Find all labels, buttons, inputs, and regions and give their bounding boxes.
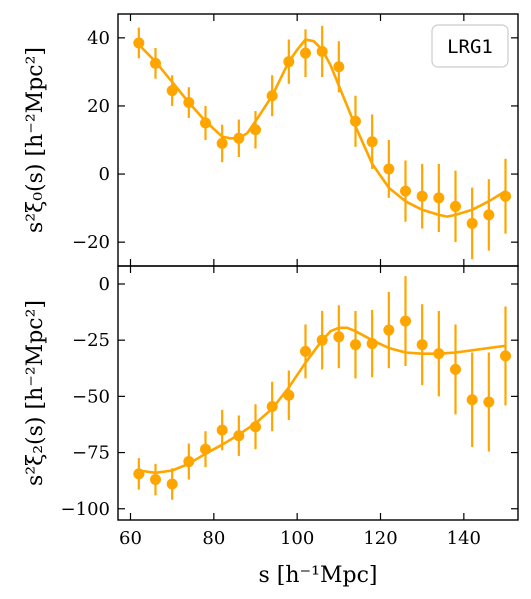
bottom-axes-frame [117,265,519,521]
data-point [300,345,311,357]
data-point [216,137,228,149]
data-point [483,209,495,221]
data-point [333,331,345,343]
top-y-ticks: −20 0 20 40 [72,28,518,253]
data-point [450,363,461,375]
data-point [183,97,195,109]
top-x-ticks [129,14,465,266]
data-point [483,396,495,408]
x-axis-label: s [h⁻¹Mpc] [259,563,378,588]
data-point [400,315,411,327]
x-tick-label: 140 [447,528,481,549]
y-tick-label: 20 [87,96,110,117]
data-point [150,474,161,486]
data-point [250,124,261,136]
top-data-points-group [133,25,511,260]
data-point [366,338,378,350]
y-tick-label: 0 [99,274,110,295]
data-point [350,339,361,351]
panel-bottom-quadrupole: −100 −75 −50 −25 0 60 80 100 120 140 [61,265,519,549]
data-point [200,443,211,455]
data-point [500,190,511,202]
y-tick-label: −50 [72,386,110,407]
legend-label: LRG1 [447,36,493,58]
y-tick-label: −100 [61,499,110,520]
data-point [416,339,428,351]
data-point [183,456,195,468]
data-point [316,45,328,57]
y-tick-label: 40 [87,28,110,49]
data-point [400,185,411,197]
data-point [266,400,278,412]
data-point [150,57,161,69]
data-point [166,478,178,490]
legend: LRG1 [431,24,509,68]
bottom-y-ticks: −100 −75 −50 −25 0 [61,274,518,520]
bottom-data-points-group [133,276,511,500]
data-point [166,85,178,97]
data-point [133,37,145,49]
model-curve [137,38,507,218]
x-tick-label: 120 [363,528,397,549]
data-point [250,421,261,433]
x-tick-label: 60 [119,528,142,549]
data-point [383,324,395,336]
y-tick-label: −25 [72,330,110,351]
x-tick-label: 80 [202,528,225,549]
data-point [283,56,295,68]
top-y-axis-label: s²ξ₀(s) [h⁻²Mpc²] [23,47,48,233]
x-tick-label: 100 [280,528,314,549]
data-point [433,192,445,204]
data-point [433,348,445,360]
data-point [316,334,328,346]
y-tick-label: −20 [72,232,110,253]
data-point [500,350,511,362]
data-point [466,217,478,229]
data-point [350,115,361,127]
data-point [233,430,245,442]
y-tick-label: −75 [72,443,110,464]
data-point [283,389,295,401]
data-point [133,468,145,480]
data-point [300,47,311,59]
data-point [450,200,461,212]
data-point [333,61,345,73]
y-tick-label: 0 [99,164,110,185]
data-point [216,424,228,436]
legend-box [431,24,509,68]
data-point [383,163,395,175]
data-point [233,132,245,144]
bottom-x-ticks: 60 80 100 120 140 [119,266,481,549]
data-point [266,90,278,102]
data-point [466,394,478,406]
bottom-y-axis-label: s²ξ₂(s) [h⁻²Mpc²] [23,300,48,486]
data-point [200,117,211,129]
panel-top-monopole: −20 0 20 40 LRG1 [72,13,519,267]
data-point [416,190,428,202]
top-model-curve-group [137,38,507,218]
data-point [366,136,378,148]
